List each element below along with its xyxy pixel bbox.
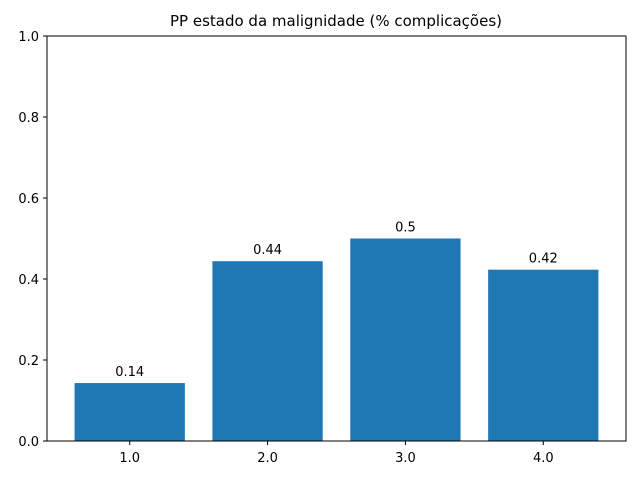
x-tick-label-1.0: 1.0 xyxy=(119,451,140,466)
data-label-3.0: 0.5 xyxy=(395,221,416,236)
plot-frame xyxy=(46,35,627,442)
x-tick-label-4.0: 4.0 xyxy=(533,451,554,466)
data-label-4.0: 0.42 xyxy=(529,252,558,267)
bar-4.0 xyxy=(488,269,599,441)
y-tick-label-0.4: 0.4 xyxy=(18,273,39,288)
data-labels-group: 0.14 0.44 0.5 0.42 xyxy=(115,221,558,381)
bars-group xyxy=(74,238,599,441)
data-label-1.0: 0.14 xyxy=(115,365,144,380)
data-label-2.0: 0.44 xyxy=(253,243,282,258)
x-axis: 1.0 2.0 3.0 4.0 xyxy=(119,441,554,466)
x-tick-label-3.0: 3.0 xyxy=(395,451,416,466)
bar-3.0 xyxy=(350,238,461,441)
bar-2.0 xyxy=(212,261,323,441)
y-tick-label-0.8: 0.8 xyxy=(18,111,39,126)
y-tick-label-0.6: 0.6 xyxy=(18,192,39,207)
y-tick-label-1.0: 1.0 xyxy=(18,30,39,45)
y-tick-label-0.0: 0.0 xyxy=(18,435,39,450)
chart-title: PP estado da malignidade (% complicações… xyxy=(170,12,502,30)
x-tick-label-2.0: 2.0 xyxy=(257,451,278,466)
y-axis: 0.0 0.2 0.4 0.6 0.8 1.0 xyxy=(18,30,47,450)
y-tick-label-0.2: 0.2 xyxy=(18,354,39,369)
bar-1.0 xyxy=(74,383,185,441)
